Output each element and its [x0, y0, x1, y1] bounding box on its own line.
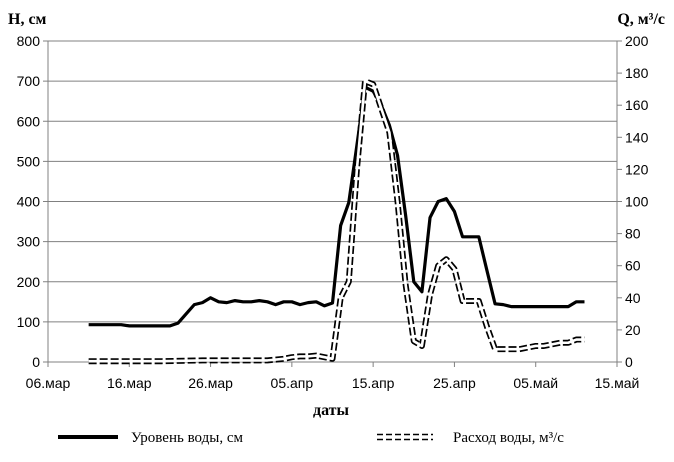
- left-tick-label-600: 600: [17, 113, 41, 129]
- x-axis-ticks: 06.мар 16.мар 26.мар 05.апр 15.апр 25.апр 05.м…: [26, 362, 640, 391]
- series-line-level: [88, 85, 585, 328]
- right-tick-label-180: 180: [625, 65, 649, 81]
- legend-label-discharge: Расход воды, м³/с: [453, 430, 564, 446]
- legend-item-level: Уровень воды, см: [58, 430, 243, 446]
- x-tick-label-05.май: 05.май: [513, 375, 558, 391]
- legend-item-discharge: Расход воды, м³/с: [377, 430, 564, 446]
- left-tick-label-800: 800: [17, 33, 41, 49]
- left-axis-ticks: 0 100 200 300 400 500 600 700 800: [17, 33, 48, 370]
- right-tick-label-100: 100: [625, 194, 649, 210]
- x-tick-label-05.апр: 05.апр: [271, 375, 314, 391]
- x-tick-label-06.мар: 06.мар: [26, 375, 71, 391]
- left-tick-label-300: 300: [17, 234, 41, 250]
- x-tick-label-26.мар: 26.мар: [188, 375, 233, 391]
- right-axis-title: Q, м³/с: [617, 11, 665, 28]
- x-tick-label-16.мар: 16.мар: [107, 375, 152, 391]
- x-tick-label-15.апр: 15.апр: [352, 375, 395, 391]
- right-tick-label-60: 60: [625, 258, 641, 274]
- right-tick-label-140: 140: [625, 129, 649, 145]
- right-axis-ticks: 0 20 40 60 80 100 120 140 160 180 200: [617, 33, 649, 370]
- x-axis-title: даты: [313, 402, 350, 419]
- legend-label-level: Уровень воды, см: [131, 430, 243, 446]
- right-tick-label-0: 0: [625, 354, 633, 370]
- series-line-discharge-inner: [88, 79, 585, 363]
- left-tick-label-0: 0: [32, 354, 40, 370]
- x-tick-label-25.апр: 25.апр: [433, 375, 476, 391]
- legend: Уровень воды, см Расход воды, м³/с: [58, 430, 564, 446]
- right-tick-label-40: 40: [625, 290, 641, 306]
- left-tick-label-400: 400: [17, 194, 41, 210]
- right-tick-label-20: 20: [625, 322, 641, 338]
- left-tick-label-200: 200: [17, 274, 41, 290]
- x-tick-label-15.май: 15.май: [595, 375, 640, 391]
- left-axis-title: Н, см: [8, 11, 47, 28]
- right-tick-label-200: 200: [625, 33, 649, 49]
- right-tick-label-120: 120: [625, 161, 649, 177]
- series-layer: [88, 78, 585, 365]
- left-tick-label-100: 100: [17, 314, 41, 330]
- right-tick-label-160: 160: [625, 97, 649, 113]
- right-tick-label-80: 80: [625, 226, 641, 242]
- gridlines: [48, 40, 617, 323]
- left-tick-label-500: 500: [17, 153, 41, 169]
- left-tick-label-700: 700: [17, 73, 41, 89]
